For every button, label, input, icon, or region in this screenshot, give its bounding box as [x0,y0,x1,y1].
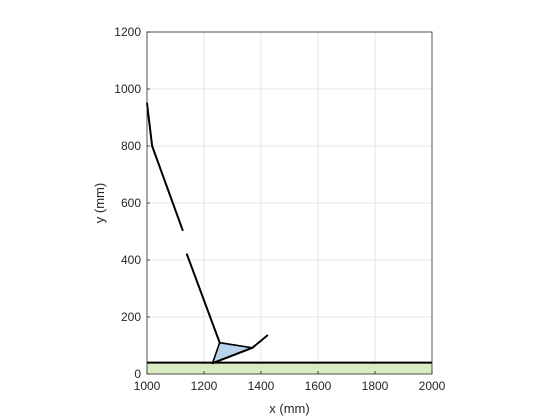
y-tick-label-3: 600 [121,196,141,210]
ground [147,361,432,374]
x-tick-label-3: 1600 [305,379,332,393]
body-segment-1 [185,253,221,344]
x-tick-label-1: 1200 [191,379,218,393]
y-tick-label-0: 0 [134,367,141,381]
x-axis-ticks: 1000 1200 1400 1600 1800 2000 [134,371,446,393]
y-tick-label-4: 800 [121,139,141,153]
y-axis-label: y (mm) [92,183,107,223]
grid-lines [147,32,432,374]
x-tick-label-4: 1800 [362,379,389,393]
x-axis-label: x (mm) [269,401,309,416]
sole-line [211,346,254,365]
y-tick-label-5: 1000 [114,82,141,96]
x-tick-label-0: 1000 [134,379,161,393]
x-tick-label-5: 2000 [419,379,446,393]
x-tick-label-2: 1400 [248,379,275,393]
y-axis-ticks: 0 200 400 600 800 1000 1200 [114,25,150,381]
body-segment-0 [146,102,184,232]
y-tick-label-6: 1200 [114,25,141,39]
toe-line [251,334,269,349]
foot [211,334,269,365]
body-segments [146,102,221,344]
y-tick-label-2: 400 [121,253,141,267]
ground-fill [147,362,432,374]
y-tick-label-1: 200 [121,310,141,324]
